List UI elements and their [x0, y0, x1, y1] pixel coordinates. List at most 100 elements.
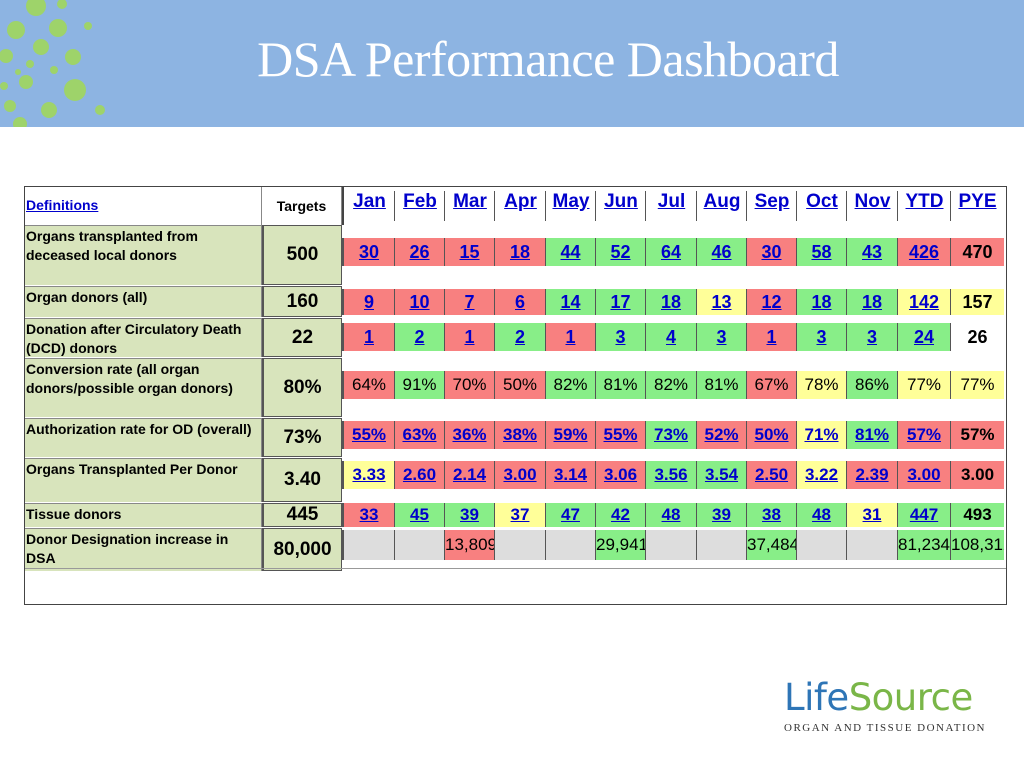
month-header-aug[interactable]: Aug: [703, 191, 741, 212]
value-cell-jun[interactable]: 55%: [596, 421, 646, 449]
value-cell-sep[interactable]: 1: [747, 323, 797, 351]
value-cell-mar[interactable]: 1: [445, 323, 495, 351]
value-cell-jan[interactable]: 33: [344, 503, 395, 527]
value-cell-may[interactable]: 47: [546, 503, 596, 527]
value-cell-feb[interactable]: 63%: [395, 421, 445, 449]
month-header-nov[interactable]: Nov: [854, 191, 891, 212]
value-cell-jun[interactable]: 52: [596, 238, 646, 266]
value-cell-apr[interactable]: 2: [495, 323, 546, 351]
value-cell-ytd[interactable]: 57%: [898, 421, 951, 449]
value-cell-nov[interactable]: 43: [847, 238, 898, 266]
value-cell-nov[interactable]: 81%: [847, 421, 898, 449]
value-cell-jun[interactable]: 3.06: [596, 461, 646, 489]
month-header-feb[interactable]: Feb: [403, 191, 437, 212]
value-row: 30 26 15 18 44 52 64 46 30 58 43 426 470: [342, 238, 1004, 266]
value-cell-sep[interactable]: 30: [747, 238, 797, 266]
value-row: 55% 63% 36% 38% 59% 55% 73% 52% 50% 71% 81% 57% 57%: [342, 421, 1004, 449]
value-cell-jun[interactable]: 17: [596, 289, 646, 315]
value-cell-feb[interactable]: 2: [395, 323, 445, 351]
value-cell-nov[interactable]: 18: [847, 289, 898, 315]
value-cell-nov[interactable]: 31: [847, 503, 898, 527]
value-cell-oct[interactable]: 18: [797, 289, 847, 315]
value-cell-nov[interactable]: 2.39: [847, 461, 898, 489]
value-cell-jan[interactable]: 9: [344, 289, 395, 315]
value-cell-mar[interactable]: 2.14: [445, 461, 495, 489]
month-header-ytd[interactable]: YTD: [905, 191, 944, 212]
definitions-link[interactable]: Definitions: [26, 197, 99, 213]
month-header-mar[interactable]: Mar: [453, 191, 487, 212]
month-header-sep[interactable]: Sep: [754, 191, 790, 212]
value-cell-may[interactable]: 44: [546, 238, 596, 266]
metric-label: Authorization rate for OD (overall): [25, 418, 262, 457]
value-cell-ytd[interactable]: 142: [898, 289, 951, 315]
value-cell-apr[interactable]: 18: [495, 238, 546, 266]
target-value: 80,000: [262, 528, 342, 571]
value-cell-feb[interactable]: 26: [395, 238, 445, 266]
value-cell-apr[interactable]: 6: [495, 289, 546, 315]
value-cell-sep[interactable]: 12: [747, 289, 797, 315]
value-cell-oct[interactable]: 58: [797, 238, 847, 266]
month-header-jun[interactable]: Jun: [604, 191, 638, 212]
value-cell-jul[interactable]: 4: [646, 323, 697, 351]
metric-label: Conversion rate (all organ donors/possib…: [25, 358, 262, 417]
value-cell-jan[interactable]: 3.33: [344, 461, 395, 489]
value-cell-feb[interactable]: 2.60: [395, 461, 445, 489]
value-cell-nov: [847, 530, 898, 560]
value-cell-aug[interactable]: 39: [697, 503, 747, 527]
value-cell-apr[interactable]: 37: [495, 503, 546, 527]
month-header-apr[interactable]: Apr: [504, 191, 537, 212]
value-cell-jun[interactable]: 42: [596, 503, 646, 527]
value-cell-jan: [344, 530, 395, 560]
value-cell-mar[interactable]: 39: [445, 503, 495, 527]
value-cell-may[interactable]: 14: [546, 289, 596, 315]
value-cell-ytd[interactable]: 447: [898, 503, 951, 527]
value-cell-jul[interactable]: 48: [646, 503, 697, 527]
value-cell-oct[interactable]: 3: [797, 323, 847, 351]
value-cell-feb[interactable]: 10: [395, 289, 445, 315]
value-cell-may[interactable]: 3.14: [546, 461, 596, 489]
value-cell-ytd[interactable]: 24: [898, 323, 951, 351]
value-cell-jul[interactable]: 3.56: [646, 461, 697, 489]
value-cell-oct[interactable]: 3.22: [797, 461, 847, 489]
month-header-may[interactable]: May: [552, 191, 590, 212]
value-cell-ytd[interactable]: 3.00: [898, 461, 951, 489]
value-cell-aug[interactable]: 52%: [697, 421, 747, 449]
value-cell-sep[interactable]: 38: [747, 503, 797, 527]
value-cell-mar[interactable]: 15: [445, 238, 495, 266]
month-header-separator: [394, 191, 395, 221]
month-header-jan[interactable]: Jan: [353, 191, 386, 212]
value-cell-aug[interactable]: 3: [697, 323, 747, 351]
value-cell-pye: 157: [951, 289, 1004, 315]
value-cell-jan[interactable]: 30: [344, 238, 395, 266]
month-header-jul[interactable]: Jul: [657, 191, 686, 212]
value-cell-jun[interactable]: 3: [596, 323, 646, 351]
value-cell-feb[interactable]: 45: [395, 503, 445, 527]
value-cell-pye: 77%: [951, 371, 1004, 399]
value-cell-oct[interactable]: 48: [797, 503, 847, 527]
value-cell-oct[interactable]: 71%: [797, 421, 847, 449]
month-header-separator: [545, 191, 546, 221]
value-cell-mar[interactable]: 7: [445, 289, 495, 315]
value-cell-nov[interactable]: 3: [847, 323, 898, 351]
value-cell-aug[interactable]: 13: [697, 289, 747, 315]
month-header-separator: [595, 191, 596, 221]
value-cell-jan[interactable]: 55%: [344, 421, 395, 449]
value-cell-sep[interactable]: 50%: [747, 421, 797, 449]
month-header-oct[interactable]: Oct: [806, 191, 838, 212]
value-cell-may[interactable]: 59%: [546, 421, 596, 449]
value-cell-sep[interactable]: 2.50: [747, 461, 797, 489]
value-cell-mar[interactable]: 36%: [445, 421, 495, 449]
value-cell-apr[interactable]: 3.00: [495, 461, 546, 489]
value-cell-jul: [646, 530, 697, 560]
value-cell-aug[interactable]: 3.54: [697, 461, 747, 489]
value-cell-jul[interactable]: 73%: [646, 421, 697, 449]
value-cell-may[interactable]: 1: [546, 323, 596, 351]
value-cell-aug[interactable]: 46: [697, 238, 747, 266]
value-cell-jan[interactable]: 1: [344, 323, 395, 351]
value-cell-ytd[interactable]: 426: [898, 238, 951, 266]
value-cell-jul[interactable]: 64: [646, 238, 697, 266]
value-cell-apr[interactable]: 38%: [495, 421, 546, 449]
value-cell-jul[interactable]: 18: [646, 289, 697, 315]
month-header-pye[interactable]: PYE: [958, 191, 997, 212]
